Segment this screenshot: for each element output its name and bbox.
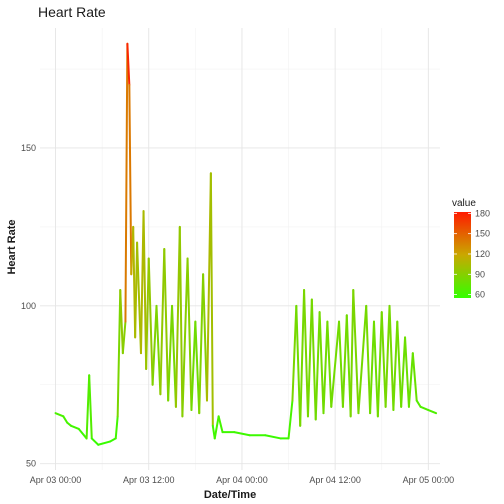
series-segment [190, 320, 197, 412]
series-segment [291, 304, 298, 402]
x-tick-label: Apr 03 00:00 [30, 475, 82, 485]
series-segment [338, 320, 344, 408]
series-segment [303, 289, 309, 418]
series-segment [384, 304, 391, 408]
series-segment [147, 257, 154, 386]
y-tick-label: 150 [21, 143, 36, 153]
series-segment [380, 311, 387, 408]
series-segment [415, 399, 422, 408]
series-segment [194, 320, 201, 415]
x-tick-label: Apr 03 12:00 [123, 475, 175, 485]
series-segment [181, 257, 189, 418]
series-segment [330, 320, 341, 408]
series-segment [427, 409, 438, 415]
series-segment [198, 273, 205, 415]
series-segment [121, 320, 127, 355]
x-tick-label: Apr 04 12:00 [309, 475, 361, 485]
grid [40, 28, 440, 470]
series-segment [128, 83, 133, 276]
series-segment [322, 320, 329, 415]
series-layer [54, 42, 438, 446]
series-segment [314, 311, 321, 421]
x-axis-title: Date/Time [204, 489, 256, 501]
series-segment [369, 320, 375, 415]
legend-tick-label: 150 [475, 229, 490, 239]
series-segment [70, 424, 80, 430]
legend-tick-label: 60 [475, 290, 485, 300]
series-segment [326, 320, 333, 408]
series-segment [306, 298, 313, 418]
series-segment [151, 304, 158, 386]
series-segment [116, 289, 122, 418]
series-segment [217, 415, 224, 434]
series-segment [372, 320, 379, 418]
series-segment [202, 273, 208, 402]
series-segment [171, 304, 177, 408]
series-segment [186, 257, 193, 412]
series-segment [88, 374, 93, 440]
legend: value 60 90 120 150 180 [452, 198, 490, 300]
series-segment [407, 352, 414, 408]
series-segment [108, 437, 117, 443]
y-tick-label: 100 [21, 301, 36, 311]
y-axis-ticks: 50 100 150 [21, 143, 36, 469]
series-segment [174, 225, 181, 408]
series-segment [97, 440, 111, 446]
series-segment [404, 336, 410, 408]
series-segment [159, 248, 166, 396]
series-segment [233, 431, 251, 437]
series-segment [155, 304, 162, 396]
series-segment [392, 320, 399, 412]
series-segment [318, 311, 325, 415]
series-segment [209, 172, 214, 427]
series-segment [287, 399, 294, 440]
series-segment [295, 304, 302, 427]
series-segment [126, 42, 131, 86]
series-segment [77, 427, 88, 440]
series-segment [341, 314, 348, 408]
x-tick-label: Apr 05 00:00 [403, 475, 455, 485]
series-segment [400, 336, 407, 408]
series-segment [167, 304, 174, 402]
legend-tick-label: 120 [475, 249, 490, 259]
series-segment [90, 437, 100, 446]
legend-title: value [452, 198, 476, 209]
series-segment [264, 434, 282, 440]
series-segment [388, 304, 395, 412]
series-segment [376, 311, 383, 418]
series-segment [54, 412, 65, 418]
series-segment [299, 289, 306, 427]
series-segment [365, 304, 372, 415]
series-segment [62, 415, 69, 424]
series-segment [352, 289, 360, 415]
legend-tick-label: 90 [475, 269, 485, 279]
series-segment [357, 304, 368, 415]
y-tick-label: 50 [26, 459, 36, 469]
y-axis-title: Heart Rate [6, 219, 18, 274]
legend-tick-label: 180 [475, 208, 490, 218]
legend-colorbar [454, 212, 471, 298]
series-segment [419, 405, 430, 412]
chart-title: Heart Rate [38, 4, 106, 20]
series-segment [119, 289, 124, 355]
x-axis-ticks: Apr 03 00:00 Apr 03 12:00 Apr 04 00:00 Apr … [30, 475, 454, 485]
series-segment [163, 248, 170, 402]
series-segment [142, 210, 148, 370]
series-segment [124, 42, 129, 323]
series-segment [310, 298, 317, 421]
series-segment [178, 225, 184, 418]
series-segment [114, 415, 119, 440]
series-segment [411, 352, 418, 402]
series-segment [396, 320, 403, 408]
series-segment [213, 415, 220, 440]
series-segment [349, 289, 355, 418]
x-tick-label: Apr 04 00:00 [216, 475, 268, 485]
